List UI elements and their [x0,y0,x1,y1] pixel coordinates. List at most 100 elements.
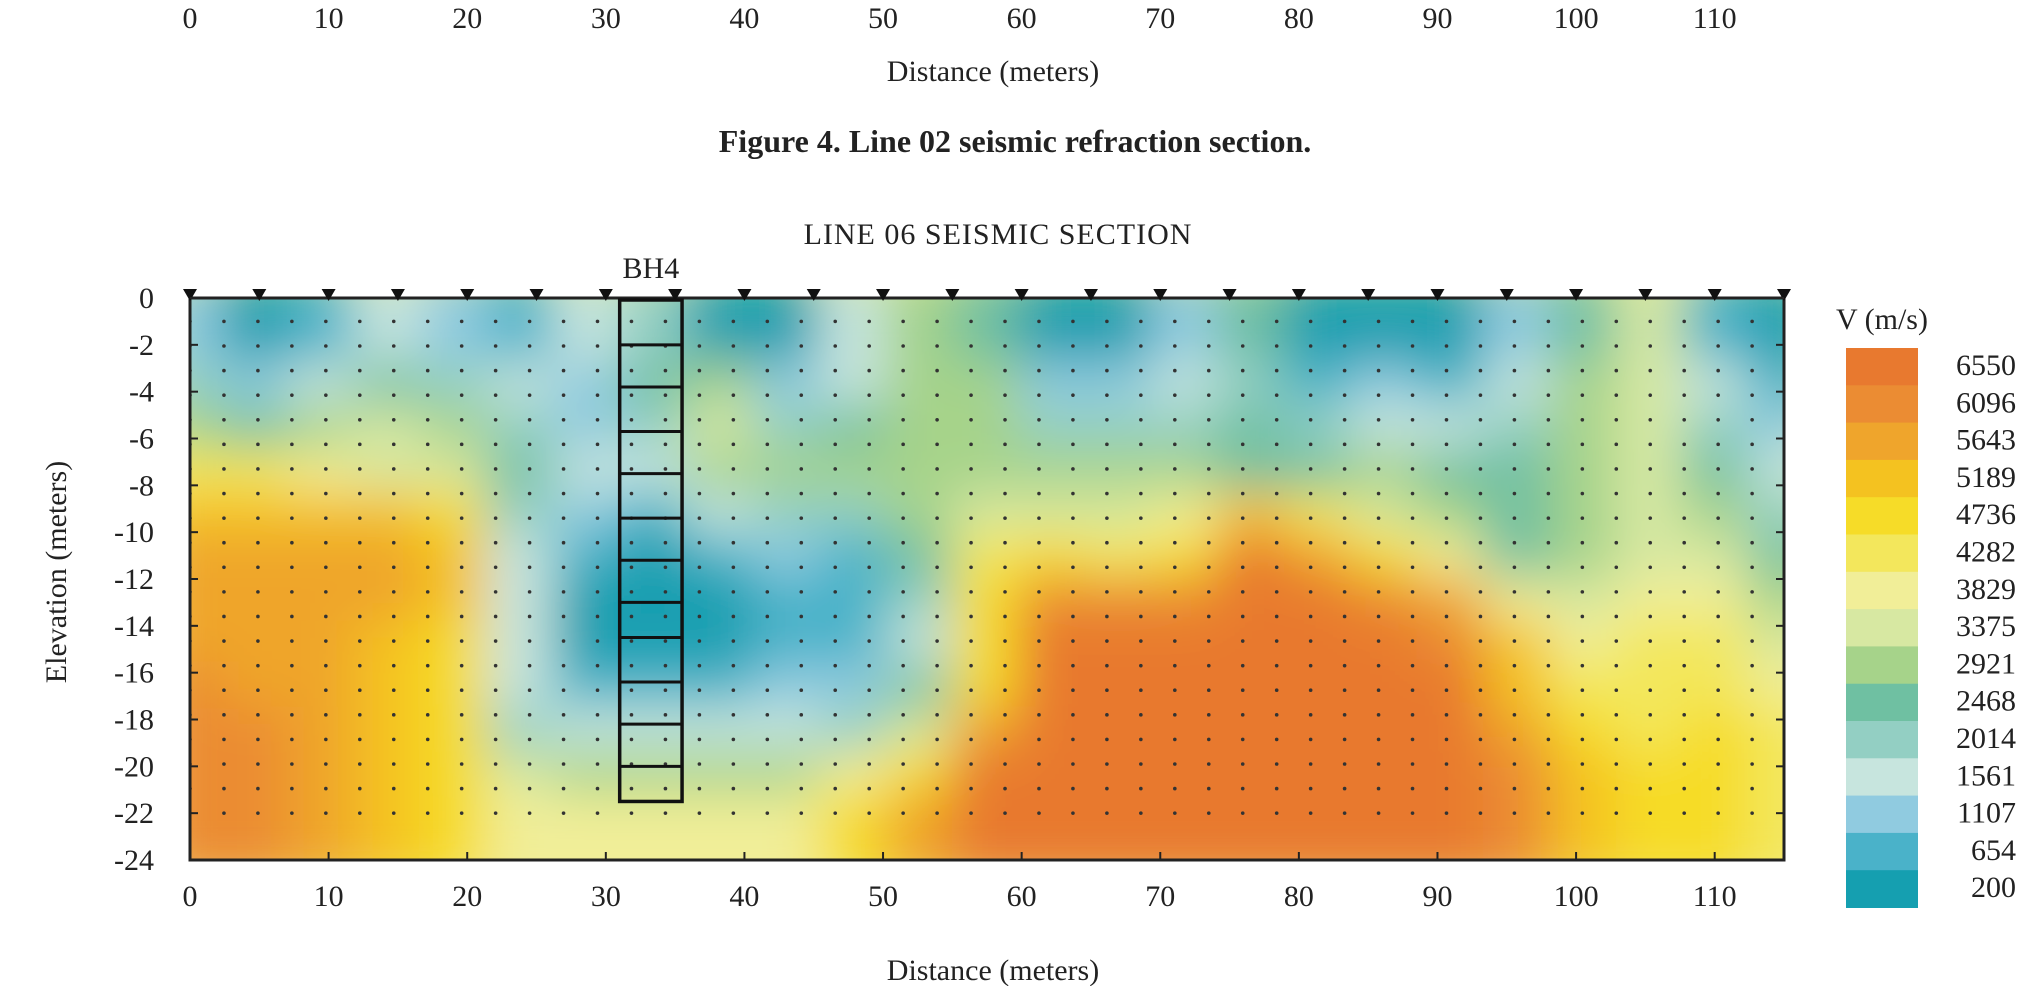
survey-point [799,786,804,791]
velocity-cell [1283,577,1355,625]
survey-point [1410,540,1415,545]
survey-point [1071,319,1075,324]
survey-point [1682,319,1687,324]
velocity-cell [818,298,890,322]
survey-point [357,442,362,447]
velocity-cell [1748,298,1784,322]
velocity-cell [885,620,956,668]
survey-point [1716,565,1720,570]
survey-point [1342,688,1347,693]
survey-point [1376,516,1381,520]
velocity-cell [1615,490,1687,538]
velocity-cell [190,663,226,711]
survey-point [493,442,498,447]
survey-point [1037,565,1041,570]
survey-point [1139,737,1143,742]
survey-point [935,713,939,717]
survey-point [867,565,871,570]
survey-point [833,639,838,643]
survey-point [1444,319,1449,324]
velocity-cell [686,706,757,754]
survey-point [1546,688,1551,693]
colorbar-label: 3829 [1956,573,2016,606]
velocity-cell [1549,749,1620,798]
survey-point [1342,713,1347,717]
survey-point [324,762,328,766]
survey-point [595,713,600,717]
velocity-cell [1682,298,1753,322]
survey-point [1376,786,1381,791]
survey-point [1274,786,1279,791]
velocity-cell [553,298,624,322]
survey-point [1240,614,1245,619]
survey-point [1037,393,1041,397]
velocity-cell [1483,663,1554,711]
survey-point [256,368,260,373]
survey-point [1410,417,1415,422]
survey-point [561,663,566,668]
survey-point [256,344,260,348]
survey-point [697,516,702,520]
velocity-cell [420,533,491,581]
survey-point [765,663,770,668]
survey-point [1682,663,1687,668]
survey-point [1342,737,1347,742]
survey-point [1206,368,1211,373]
velocity-cell [354,533,425,581]
survey-point [425,540,430,545]
survey-point [1342,565,1347,570]
survey-point [1580,467,1585,471]
velocity-cell [1416,360,1488,409]
survey-point [663,663,668,668]
survey-point [1614,344,1619,348]
survey-point [1071,516,1075,520]
survey-point [1173,737,1177,742]
survey-point [1037,442,1041,447]
velocity-cell [1416,836,1488,860]
survey-point [867,467,871,471]
velocity-cell [354,360,425,409]
survey-point [561,713,566,717]
colorbar-label: 4282 [1956,536,2016,569]
survey-point [901,590,905,594]
velocity-cell [1416,317,1488,365]
survey-point [765,319,770,324]
survey-point [1105,368,1109,373]
survey-point [1173,393,1177,397]
survey-point [697,393,702,397]
survey-point [1512,368,1517,373]
survey-point [1037,762,1041,766]
velocity-cell [619,836,691,860]
survey-point [1546,762,1551,766]
survey-point [1071,565,1075,570]
survey-point [867,417,871,422]
survey-point [901,540,905,545]
survey-point [1750,368,1754,373]
survey-point [1648,368,1653,373]
survey-point [1342,786,1347,791]
survey-point [697,811,702,815]
survey-point [1342,393,1347,397]
colorbar: 6550 6096 5643 5189 4736 4282 3829 3375 2921 2468… [1846,348,2016,908]
velocity-cell [818,620,890,668]
survey-point [1139,467,1143,471]
survey-point [1648,811,1653,815]
survey-point [459,344,464,348]
survey-point [459,565,464,570]
colorbar-swatch [1846,646,1918,685]
velocity-cell [1084,360,1156,409]
survey-point [425,491,430,496]
survey-point [629,639,634,643]
survey-point [1716,737,1720,742]
survey-point [1308,737,1313,742]
survey-point [867,639,871,643]
survey-point [561,368,566,373]
velocity-cell [1217,663,1288,711]
y-axis-label: Elevation (meters) [40,461,73,683]
survey-point [290,417,294,422]
survey-point [969,737,973,742]
survey-point [357,393,362,397]
survey-point [969,467,973,471]
survey-point [1274,516,1279,520]
survey-point [290,762,294,766]
